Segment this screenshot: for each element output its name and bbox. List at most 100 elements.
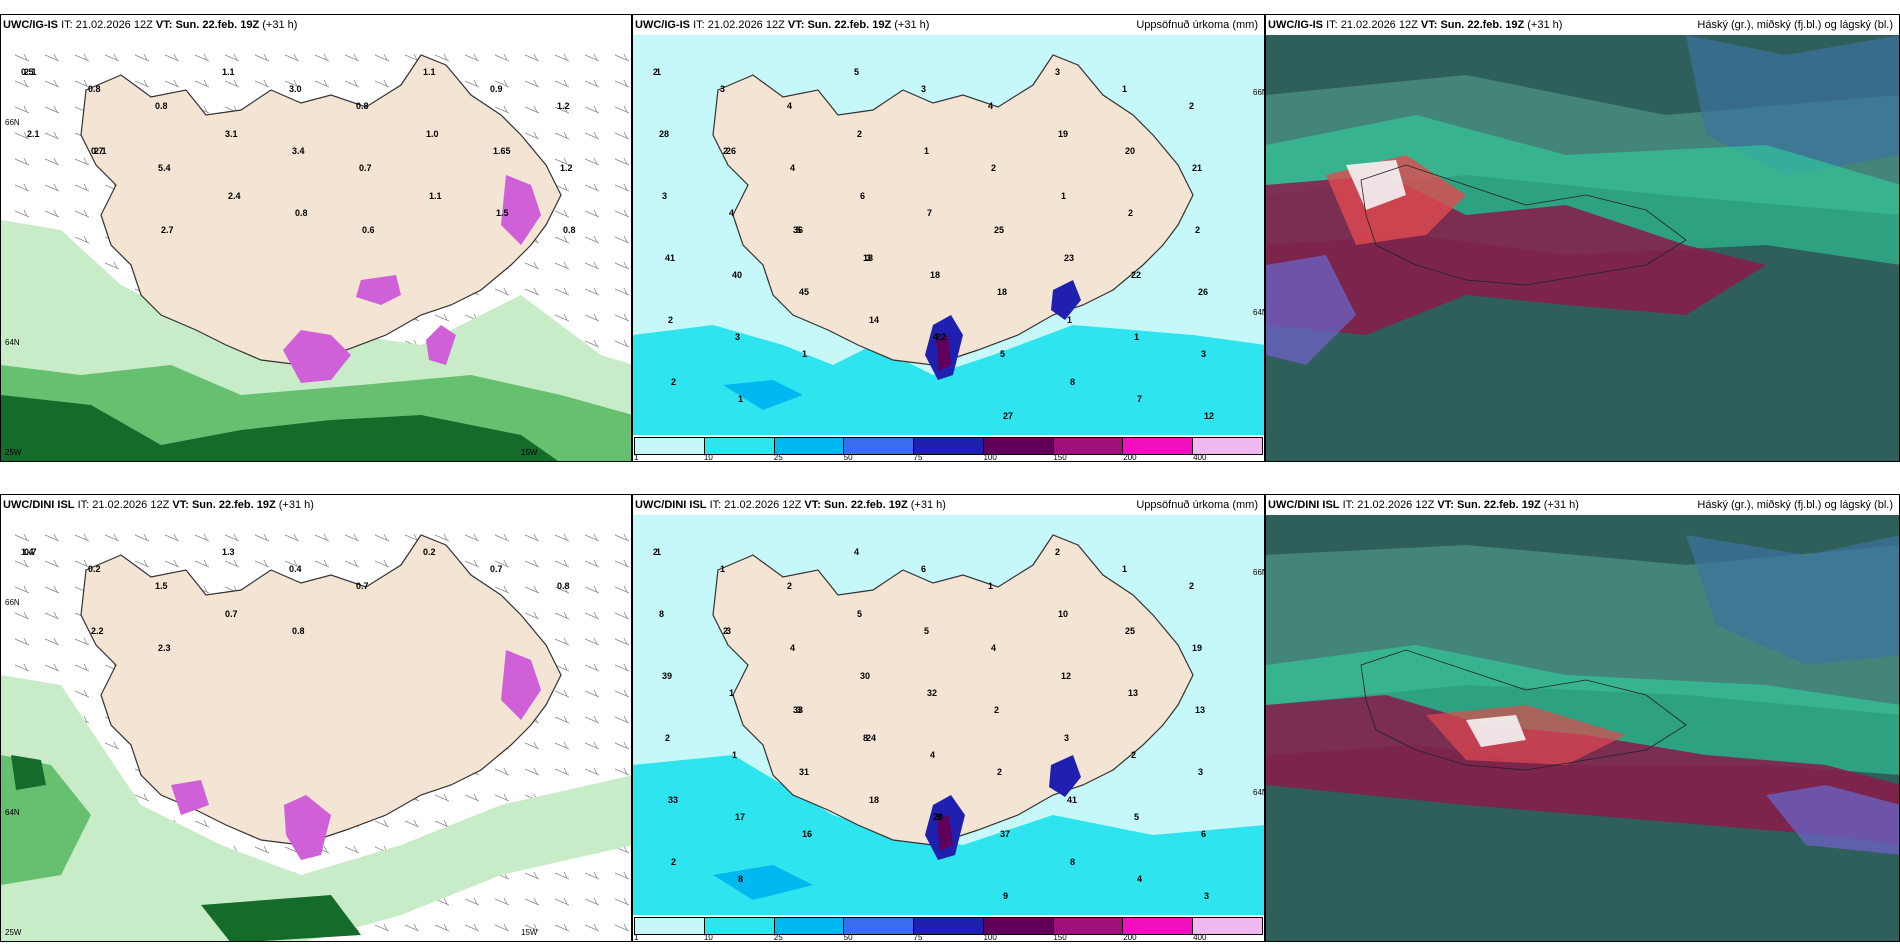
wind-barb xyxy=(584,131,600,140)
wind-barb xyxy=(44,533,60,542)
legend-tick: 75 xyxy=(913,933,923,942)
panel-header: UWC/IG-IS IT: 21.02.2026 12Z VT: Sun. 22… xyxy=(1,15,631,35)
wind-barb xyxy=(74,689,90,698)
wind-barb xyxy=(164,79,180,88)
it-label: IT: xyxy=(693,19,705,31)
map-value-label: 22 xyxy=(936,332,946,342)
wind-barb xyxy=(584,559,600,568)
mid-cloud-purple xyxy=(1766,785,1899,855)
wind-barb xyxy=(584,533,600,542)
wind-barb xyxy=(74,663,90,672)
wind-barb xyxy=(14,105,30,114)
wind-barb xyxy=(554,715,570,724)
panel-igis-wind-precip: UWC/IG-IS IT: 21.02.2026 12Z VT: Sun. 22… xyxy=(0,14,632,462)
accum-precip-map: 2 3 4 5 3 4 3 1 2 1 2 4 2 1 2 19 20 21 28 26 36 6 7 25 1 2 2 3 4 5 18 1… xyxy=(633,35,1264,437)
wind-barb xyxy=(554,741,570,750)
wind-barb xyxy=(614,897,630,906)
map-value-label: 2.3 xyxy=(158,643,171,653)
legend-swatch xyxy=(1053,918,1124,934)
wind-barb xyxy=(494,533,510,542)
map-value-label: 1 xyxy=(802,349,807,359)
precip-legend: 1 10 25 50 75 100 150 200 400 xyxy=(633,435,1264,461)
low-cloud-white xyxy=(1346,160,1406,210)
wind-barb xyxy=(14,663,30,672)
map-value-label: 1.1 xyxy=(429,191,442,201)
wind-barb xyxy=(614,209,630,218)
wind-barb xyxy=(584,585,600,594)
map-value-label: 27 xyxy=(1003,411,1013,421)
wind-barb xyxy=(614,741,630,750)
legend-tick: 400 xyxy=(1193,933,1207,942)
map-value-label: 19 xyxy=(1192,643,1202,653)
wind-barb xyxy=(554,611,570,620)
wind-barb xyxy=(14,611,30,620)
wind-barb xyxy=(314,559,330,568)
it-value: 21.02.2026 12Z xyxy=(707,19,785,31)
wind-barb xyxy=(14,209,30,218)
map-value-label: 37 xyxy=(1000,829,1010,839)
wind-barb xyxy=(614,287,630,296)
legend-tick: 75 xyxy=(913,453,923,462)
wind-barb xyxy=(74,235,90,244)
lead-time: (+31 h) xyxy=(262,19,298,31)
legend-ticks: 1 10 25 50 75 100 150 200 400 xyxy=(634,934,1263,942)
wind-barb xyxy=(554,53,570,62)
wind-barb xyxy=(374,819,390,828)
iceland-landmass xyxy=(80,534,562,846)
map-value-label: 8 xyxy=(863,733,868,743)
precip-core xyxy=(1051,280,1081,320)
precip-core xyxy=(937,815,953,851)
wind-barb xyxy=(104,741,120,750)
precip-dark-green xyxy=(11,755,46,790)
map-labels: 2345343121242121920212826366725122345181… xyxy=(653,67,1214,421)
wind-barb xyxy=(104,53,120,62)
legend-swatch xyxy=(983,438,1054,454)
wind-barb xyxy=(524,287,540,296)
map-value-label: 1 xyxy=(656,547,661,557)
wind-barb xyxy=(14,637,30,646)
wind-barb xyxy=(614,105,630,114)
wind-barb xyxy=(344,559,360,568)
wind-barb xyxy=(524,559,540,568)
map-value-label: 21 xyxy=(1192,163,1202,173)
it-value: 21.02.2026 12Z xyxy=(1340,19,1418,31)
wind-barb xyxy=(44,131,60,140)
map-canvas: 1.4 0.2 1.5 1.3 0.4 0.7 0.2 0.7 0.8 0.7 2.2 2.3 0.7 0… xyxy=(1,515,631,941)
legend-swatch xyxy=(704,438,775,454)
map-value-label: 0.2 xyxy=(88,564,101,574)
wind-barb xyxy=(404,53,420,62)
wind-barb xyxy=(104,533,120,542)
wind-barb xyxy=(14,183,30,192)
it-value: 21.02.2026 12Z xyxy=(75,19,153,31)
map-value-label: 1 xyxy=(729,688,734,698)
map-value-label: 8 xyxy=(1070,857,1075,867)
wind-barb xyxy=(14,585,30,594)
wind-barb xyxy=(284,559,300,568)
map-value-label: 25 xyxy=(1125,626,1135,636)
map-value-label: 5 xyxy=(1134,812,1139,822)
accum-precip-map: 2 1 2 4 6 1 2 1 2 1 2 4 5 5 4 10 25 19 8 3 33 30 32 2 12 13 13 39 1 3… xyxy=(633,515,1264,917)
wind-barb xyxy=(524,871,540,880)
map-value-label: 1.1 xyxy=(423,67,436,77)
vt-label: VT: xyxy=(1420,19,1438,31)
model-name: UWC/IG-IS xyxy=(635,19,690,31)
map-value-label: 0.7 xyxy=(356,581,369,591)
legend-tick: 50 xyxy=(843,453,853,462)
map-value-label: 2 xyxy=(991,163,996,173)
wind-barb xyxy=(494,105,510,114)
precip-blue xyxy=(723,380,803,410)
panel-header: UWC/IG-IS IT: 21.02.2026 12Z VT: Sun. 22… xyxy=(1266,15,1899,35)
precip-magenta xyxy=(356,275,401,305)
map-value-label: 2.4 xyxy=(228,191,241,201)
wind-barb xyxy=(224,559,240,568)
map-value-label: 40 xyxy=(732,270,742,280)
axis-label: 25W xyxy=(5,928,22,937)
vt-value: Sun. 22.feb. 19Z xyxy=(191,499,276,511)
map-value-label: 0.2 xyxy=(423,547,436,557)
map-value-label: 8 xyxy=(738,874,743,884)
wind-barb xyxy=(584,261,600,270)
map-value-label: 2.1 xyxy=(94,146,107,156)
vt-label: VT: xyxy=(787,19,805,31)
wind-barb xyxy=(74,637,90,646)
map-value-label: 8 xyxy=(659,609,664,619)
